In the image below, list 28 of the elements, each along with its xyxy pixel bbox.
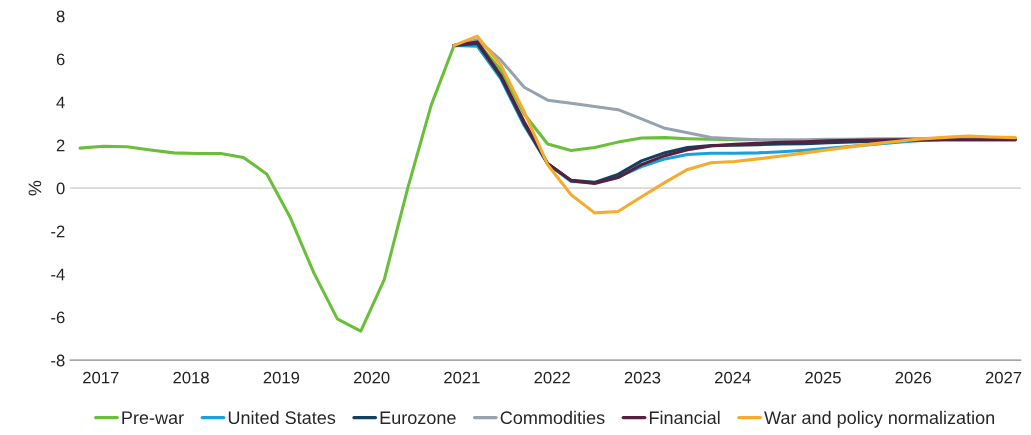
y-tick-label: -4 bbox=[51, 268, 65, 281]
x-tick-label: 2024 bbox=[715, 371, 751, 384]
legend-label: Eurozone bbox=[380, 411, 456, 425]
x-tick-label: 2022 bbox=[534, 371, 570, 384]
y-tick-label: 2 bbox=[56, 139, 65, 152]
legend-label: Commodities bbox=[500, 410, 605, 425]
y-axis-title: % bbox=[28, 180, 42, 196]
y-tick-label: 4 bbox=[56, 96, 65, 109]
x-tick-label: 2017 bbox=[83, 371, 119, 384]
legend-label: Financial bbox=[649, 410, 720, 425]
x-tick-label: 2019 bbox=[263, 371, 300, 384]
x-tick-label: 2023 bbox=[624, 371, 661, 384]
legend-label: Pre-war bbox=[122, 411, 184, 425]
y-tick-label: 6 bbox=[56, 53, 65, 66]
y-tick-label: 0 bbox=[56, 182, 65, 195]
y-tick-label: 8 bbox=[56, 10, 65, 23]
x-tick-label: 2018 bbox=[173, 371, 209, 384]
x-tick-label: 2020 bbox=[353, 371, 390, 384]
x-tick-label: 2027 bbox=[985, 371, 1022, 384]
legend-label: United States bbox=[228, 410, 336, 425]
x-tick-label: 2026 bbox=[895, 371, 932, 384]
y-tick-label: -6 bbox=[51, 311, 65, 324]
x-tick-label: 2021 bbox=[444, 371, 480, 384]
y-tick-label: -8 bbox=[51, 354, 65, 367]
x-tick-label: 2025 bbox=[805, 371, 841, 384]
line-series bbox=[452, 34, 1017, 215]
y-tick-label: -2 bbox=[51, 225, 65, 238]
legend-label: War and policy normalization bbox=[764, 410, 995, 428]
